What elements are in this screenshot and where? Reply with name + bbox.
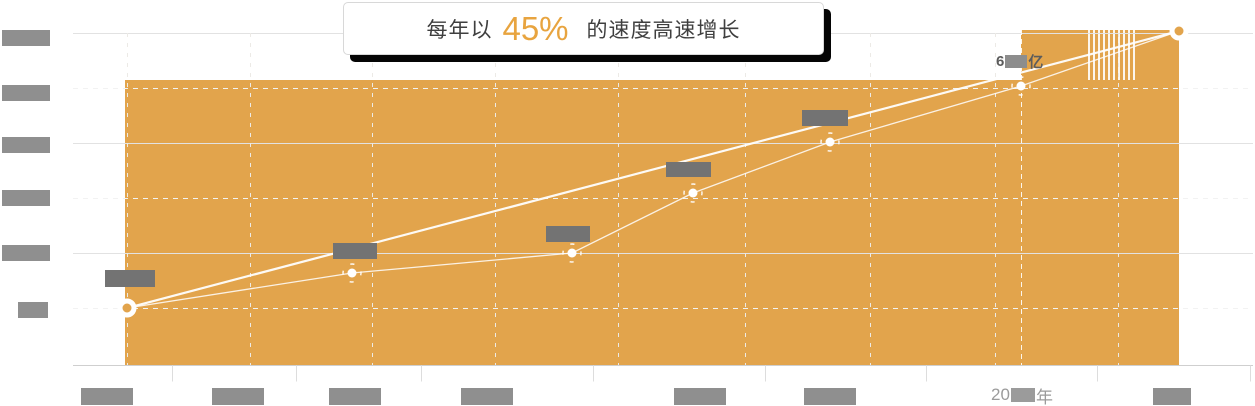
redaction-box	[1010, 388, 1035, 402]
redaction-box	[1005, 55, 1028, 68]
data-point-dashed-ring	[683, 183, 703, 203]
chart-title-box: 每年以 45% 的速度高速增长	[343, 2, 824, 55]
year-label-suffix: 年	[1035, 387, 1053, 406]
year-label-prefix: 20	[991, 385, 1010, 404]
data-point-dashed-ring	[820, 132, 840, 152]
title-growth-rate: 45%	[502, 9, 569, 47]
data-point-emphasized[interactable]	[1169, 21, 1189, 41]
data-point[interactable]	[567, 248, 577, 258]
data-label-prefix: 6	[996, 53, 1005, 70]
data-point[interactable]	[688, 188, 698, 198]
title-text-suffix: 的速度高速增长	[586, 18, 741, 42]
data-label-suffix: 亿	[1028, 54, 1044, 71]
x-axis-label-year: 20 年	[967, 385, 1077, 406]
title-text-prefix: 每年以	[426, 18, 493, 42]
data-point-dashed-ring	[1011, 76, 1031, 96]
data-point[interactable]	[1016, 81, 1026, 91]
data-point-dashed-ring	[562, 243, 582, 263]
data-point[interactable]	[347, 268, 357, 278]
trend-line	[126, 29, 1180, 310]
data-point-emphasized[interactable]	[117, 298, 137, 318]
data-point-dashed-ring	[342, 263, 362, 283]
data-point[interactable]	[825, 137, 835, 147]
area-fill-main	[125, 80, 1179, 365]
data-label-6yi: 6 亿	[996, 53, 1044, 71]
